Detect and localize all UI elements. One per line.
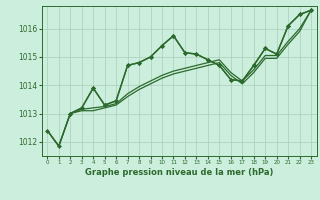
X-axis label: Graphe pression niveau de la mer (hPa): Graphe pression niveau de la mer (hPa) xyxy=(85,168,273,177)
